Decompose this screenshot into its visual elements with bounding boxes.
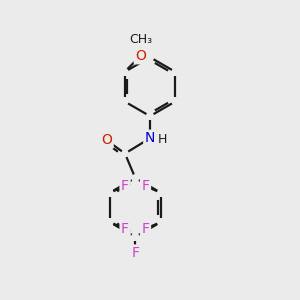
Text: F: F [142,222,149,236]
Text: F: F [121,222,129,236]
Text: N: N [145,131,155,145]
Text: O: O [101,133,112,147]
Text: F: F [131,246,139,260]
Text: O: O [135,49,146,63]
Text: H: H [158,133,167,146]
Text: F: F [142,179,149,193]
Text: F: F [121,179,129,193]
Text: CH₃: CH₃ [129,33,152,46]
